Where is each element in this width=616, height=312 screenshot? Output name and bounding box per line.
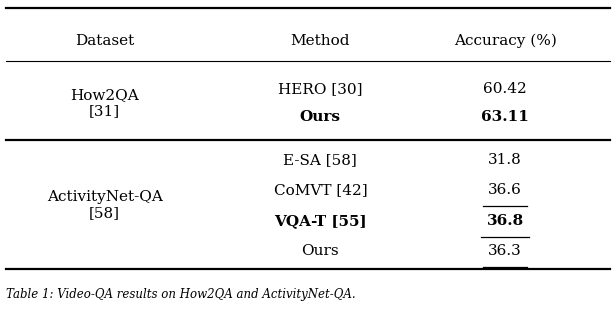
Text: 36.6: 36.6 [488,183,522,197]
Text: Ours: Ours [300,110,341,124]
Text: CoMVT [42]: CoMVT [42] [274,183,367,197]
Text: Accuracy (%): Accuracy (%) [453,33,557,48]
Text: HERO [30]: HERO [30] [278,82,363,96]
Text: Table 1: Video-QA results on How2QA and ActivityNet-QA.: Table 1: Video-QA results on How2QA and … [6,288,356,301]
Text: E-SA [58]: E-SA [58] [283,153,357,167]
Text: 31.8: 31.8 [488,153,522,167]
Text: How2QA
[31]: How2QA [31] [70,88,139,118]
Text: 36.3: 36.3 [488,244,522,258]
Text: 63.11: 63.11 [481,110,529,124]
Text: ActivityNet-QA
[58]: ActivityNet-QA [58] [47,190,163,221]
Text: 60.42: 60.42 [483,82,527,96]
Text: Dataset: Dataset [75,34,134,47]
Text: VQA-T [55]: VQA-T [55] [274,214,367,228]
Text: 36.8: 36.8 [487,214,524,228]
Text: Method: Method [291,34,350,47]
Text: Ours: Ours [301,244,339,258]
